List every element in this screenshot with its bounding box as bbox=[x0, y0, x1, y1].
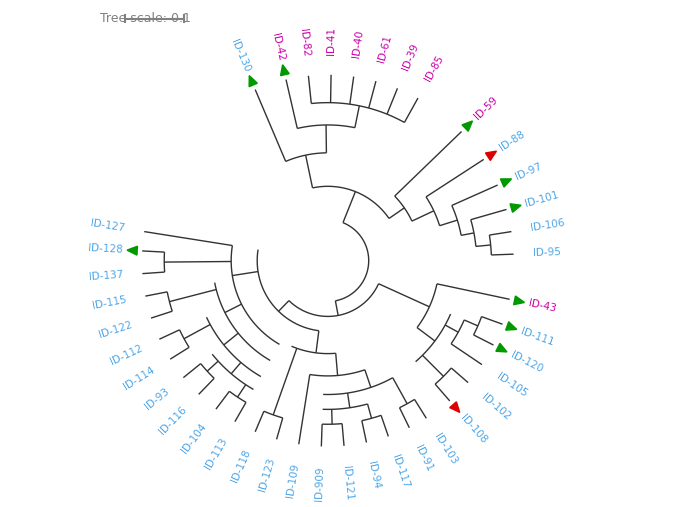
Text: ID-41: ID-41 bbox=[327, 27, 337, 55]
Text: ID-39: ID-39 bbox=[400, 42, 420, 72]
Text: ID-93: ID-93 bbox=[143, 386, 171, 412]
Polygon shape bbox=[449, 402, 460, 412]
Text: ID-61: ID-61 bbox=[376, 34, 393, 63]
Text: ID-123: ID-123 bbox=[257, 457, 276, 493]
Text: ID-909: ID-909 bbox=[314, 466, 325, 500]
Text: ID-102: ID-102 bbox=[479, 392, 512, 422]
Text: ID-105: ID-105 bbox=[495, 372, 530, 399]
Text: ID-117: ID-117 bbox=[390, 453, 411, 489]
Text: ID-130: ID-130 bbox=[229, 38, 252, 74]
Text: ID-120: ID-120 bbox=[509, 349, 544, 374]
Text: ID-40: ID-40 bbox=[351, 29, 365, 58]
Polygon shape bbox=[249, 76, 258, 87]
Text: ID-43: ID-43 bbox=[527, 299, 557, 314]
Polygon shape bbox=[500, 179, 512, 187]
Polygon shape bbox=[506, 322, 516, 330]
Text: ID-121: ID-121 bbox=[340, 465, 353, 500]
Polygon shape bbox=[514, 296, 525, 305]
Text: ID-101: ID-101 bbox=[524, 190, 560, 209]
Text: ID-94: ID-94 bbox=[366, 460, 382, 490]
Text: ID-111: ID-111 bbox=[519, 326, 555, 347]
Text: ID-106: ID-106 bbox=[530, 218, 566, 233]
Text: ID-109: ID-109 bbox=[286, 463, 301, 498]
Text: ID-114: ID-114 bbox=[121, 366, 156, 392]
Text: ID-118: ID-118 bbox=[229, 448, 252, 484]
Text: ID-85: ID-85 bbox=[423, 54, 445, 83]
Text: ID-82: ID-82 bbox=[299, 28, 311, 57]
Text: ID-95: ID-95 bbox=[533, 247, 561, 259]
Text: ID-42: ID-42 bbox=[271, 32, 286, 61]
Text: ID-127: ID-127 bbox=[90, 218, 125, 233]
Text: ID-116: ID-116 bbox=[158, 405, 188, 437]
Text: ID-91: ID-91 bbox=[414, 443, 435, 473]
Text: ID-88: ID-88 bbox=[497, 129, 526, 153]
Text: ID-137: ID-137 bbox=[88, 270, 123, 282]
Polygon shape bbox=[281, 65, 289, 76]
Text: ID-128: ID-128 bbox=[88, 243, 123, 255]
Polygon shape bbox=[510, 204, 521, 212]
Text: ID-104: ID-104 bbox=[179, 422, 208, 455]
Text: ID-59: ID-59 bbox=[472, 95, 499, 122]
Polygon shape bbox=[127, 246, 138, 255]
Text: ID-97: ID-97 bbox=[514, 161, 543, 182]
Text: ID-113: ID-113 bbox=[203, 436, 229, 471]
Text: ID-108: ID-108 bbox=[459, 412, 489, 445]
Text: ID-112: ID-112 bbox=[108, 343, 144, 367]
Polygon shape bbox=[496, 343, 507, 352]
Text: ID-115: ID-115 bbox=[91, 295, 127, 311]
Polygon shape bbox=[462, 121, 473, 131]
Polygon shape bbox=[486, 151, 497, 160]
Text: ID-122: ID-122 bbox=[98, 319, 134, 340]
Text: ID-103: ID-103 bbox=[432, 432, 459, 467]
Text: Tree scale: 0.1: Tree scale: 0.1 bbox=[100, 12, 191, 25]
